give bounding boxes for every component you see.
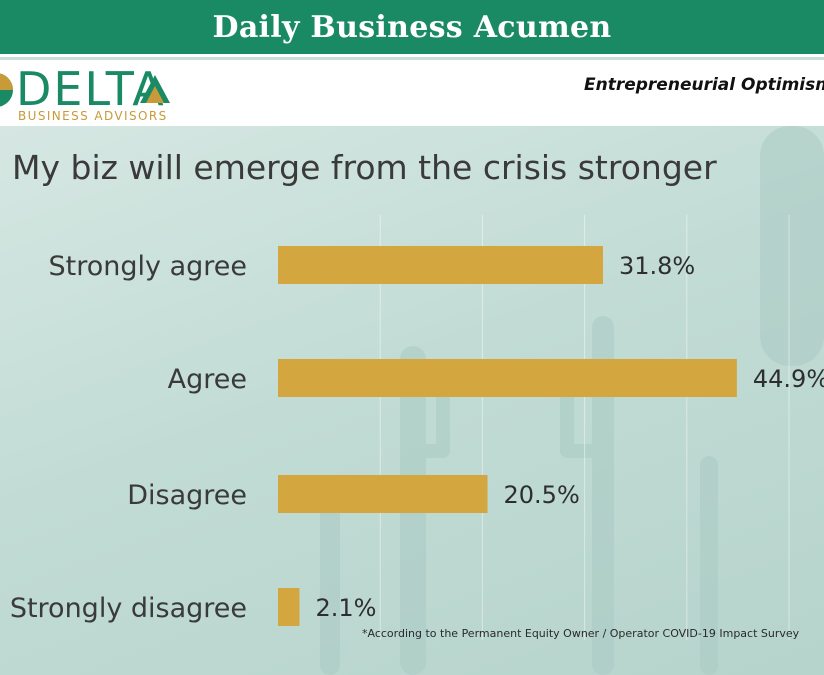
header-title: Daily Business Acumen [212, 9, 612, 45]
logo-wordmark: DELTA [16, 62, 166, 116]
value-label: 2.1% [315, 594, 376, 622]
bar-strongly-disagree [278, 588, 300, 626]
logo-circle-icon [0, 73, 13, 107]
bar-strongly-agree [278, 246, 603, 284]
category-label: Strongly disagree [10, 593, 247, 624]
value-label: 44.9% [753, 365, 824, 393]
bar-agree [278, 359, 737, 397]
page-subtitle: Entrepreneurial Optimism [584, 75, 824, 95]
brand-strip: DELTA BUSINESS ADVISORS [0, 60, 824, 126]
header-bar: Daily Business Acumen [0, 0, 824, 57]
footnote: *According to the Permanent Equity Owner… [362, 627, 800, 640]
category-label: Disagree [127, 480, 247, 511]
logo-triangle-icon [140, 75, 170, 103]
chart-title: My biz will emerge from the crisis stron… [12, 148, 717, 187]
bar-disagree [278, 475, 488, 513]
category-label: Strongly agree [49, 251, 247, 282]
category-label: Agree [168, 364, 247, 395]
value-label: 20.5% [504, 481, 580, 509]
logo-tagline: BUSINESS ADVISORS [18, 109, 168, 123]
value-label: 31.8% [619, 252, 695, 280]
